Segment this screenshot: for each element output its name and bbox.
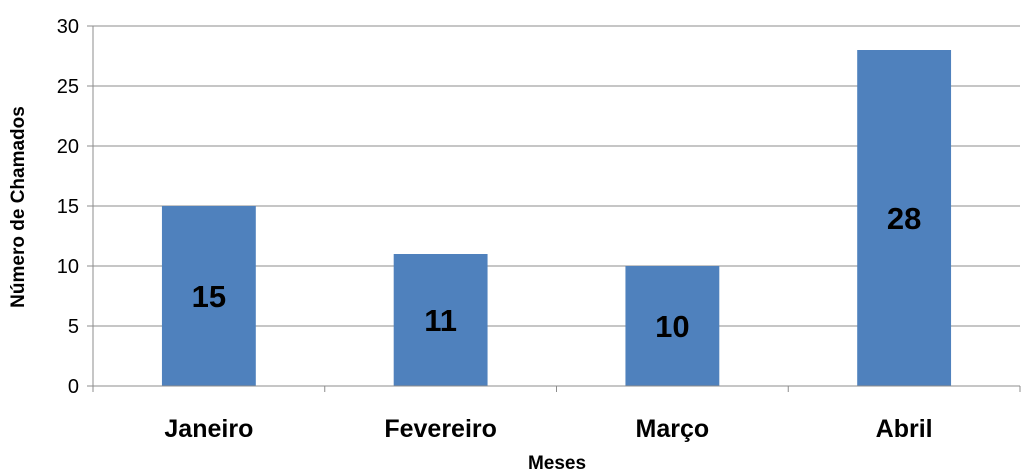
x-category-labels: Janeiro Fevereiro Março Abril xyxy=(164,415,932,443)
y-tick-label: 15 xyxy=(57,196,79,218)
y-axis-title: Número de Chamados xyxy=(8,106,29,308)
data-label: 28 xyxy=(887,201,921,236)
bar-fevereiro xyxy=(393,254,488,386)
y-tick-label: 30 xyxy=(57,16,79,38)
y-tick-label: 10 xyxy=(57,256,79,278)
x-axis-title: Meses xyxy=(528,453,586,474)
x-category-label: Abril xyxy=(876,415,933,443)
x-category-label: Janeiro xyxy=(164,415,253,443)
data-label: 10 xyxy=(655,309,689,344)
axes xyxy=(87,25,1021,392)
data-label: 11 xyxy=(424,303,457,338)
data-label: 15 xyxy=(192,279,226,314)
x-category-label: Fevereiro xyxy=(384,415,497,443)
bar-abril xyxy=(857,50,952,386)
x-category-label: Março xyxy=(636,415,710,443)
y-tick-label: 5 xyxy=(68,316,79,338)
bar-mar-o xyxy=(625,266,720,386)
y-tick-labels: 0 5 10 15 20 25 30 xyxy=(57,16,79,398)
bar-janeiro xyxy=(161,206,256,386)
y-tick-label: 25 xyxy=(57,76,79,98)
bars xyxy=(161,50,952,386)
y-tick-label: 20 xyxy=(57,136,79,158)
data-labels: 15 11 10 28 xyxy=(192,201,922,344)
y-tick-label: 0 xyxy=(68,376,79,398)
